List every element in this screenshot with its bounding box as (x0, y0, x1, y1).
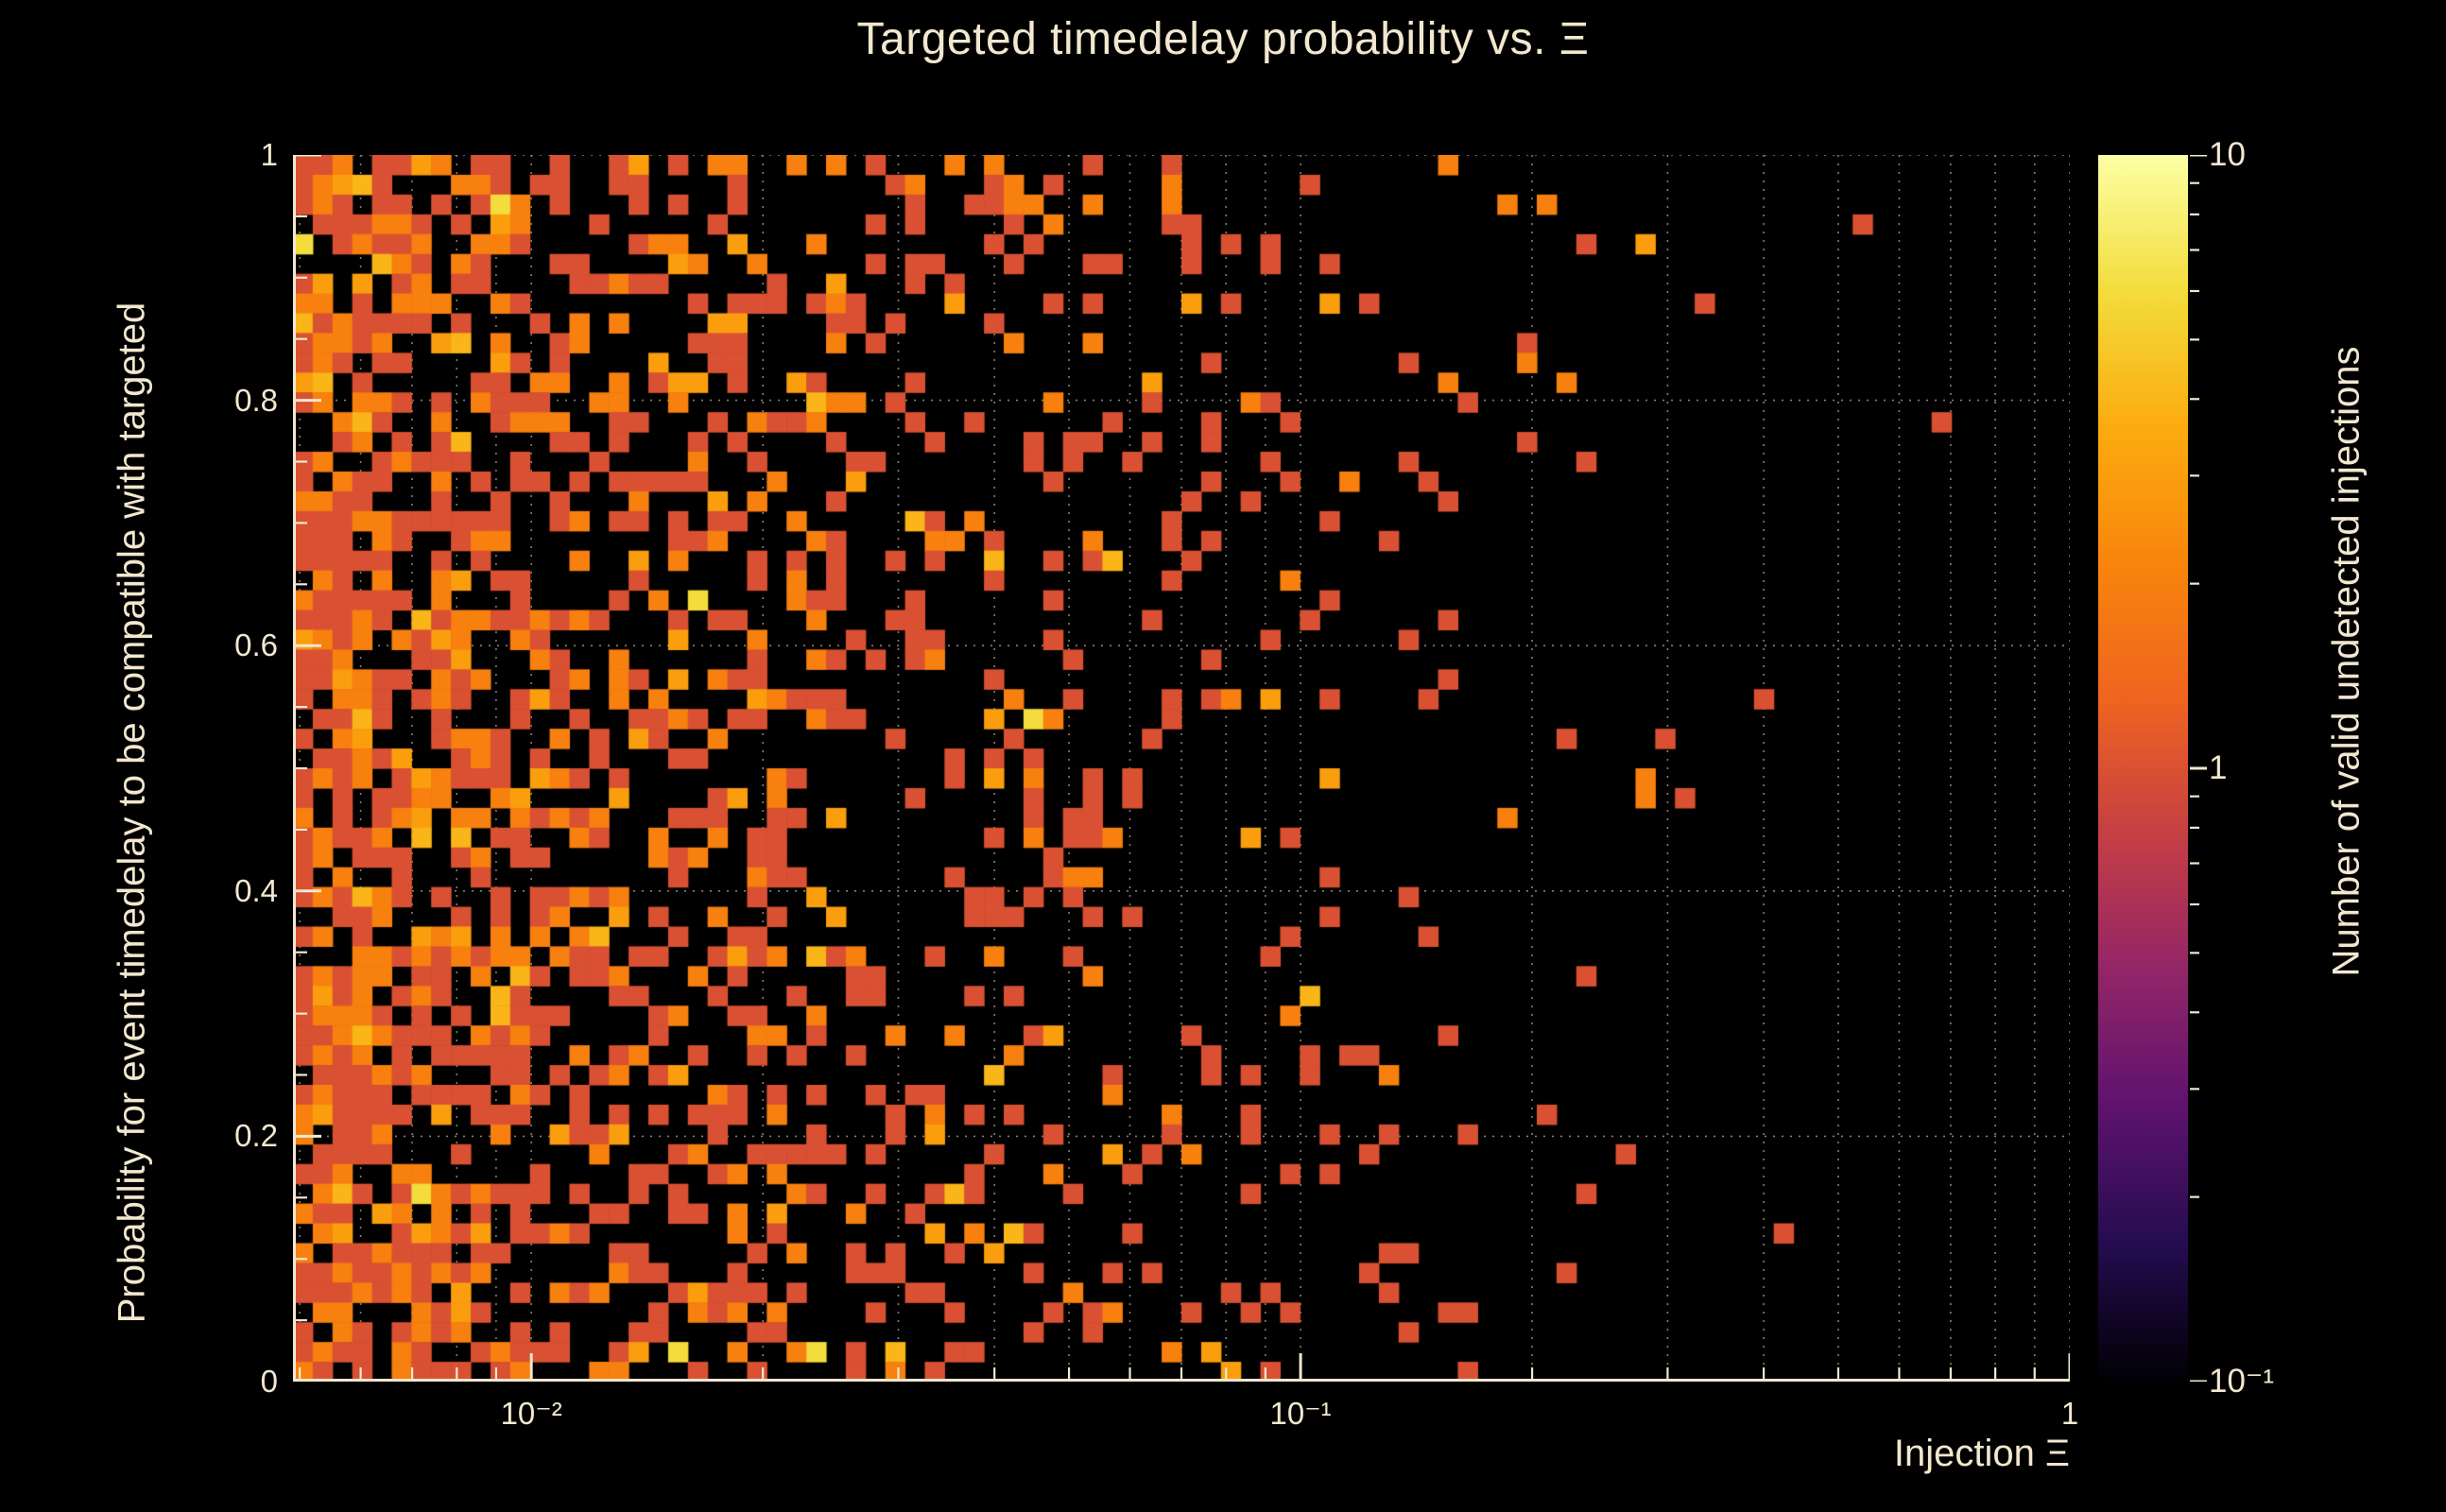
x-axis-title: Injection Ξ (1893, 1433, 2070, 1474)
y-tick-label: 0.6 (234, 627, 278, 663)
y-tick-label: 0 (260, 1364, 278, 1399)
x-tick-label: 10⁻¹ (1269, 1396, 1332, 1431)
axis-ticks (293, 155, 2070, 1382)
heatmap-canvas (293, 155, 2070, 1382)
colorbar-tick-label: 1 (2209, 749, 2228, 786)
y-tick-label: 0.2 (234, 1118, 278, 1154)
colorbar (2098, 155, 2213, 1382)
x-tick-label: 10⁻² (500, 1396, 562, 1431)
y-axis-title: Probability for event timedelay to be co… (111, 301, 153, 1324)
colorbar-tick-label: 10⁻¹ (2209, 1363, 2275, 1400)
x-tick-label: 1 (2060, 1396, 2079, 1431)
y-tick-label: 0.4 (234, 872, 278, 908)
colorbar-tick-label: 10 (2209, 136, 2246, 173)
colorbar-gradient (2098, 155, 2188, 1382)
y-tick-label: 0.8 (234, 382, 278, 418)
chart-title: Targeted timedelay probability vs. Ξ (856, 14, 1590, 64)
colorbar-ticks (2190, 155, 2207, 1382)
colorbar-title: Number of valid undetected injections (2325, 346, 2368, 977)
y-tick-label: 1 (260, 137, 278, 172)
plot-frame (293, 155, 2070, 1382)
